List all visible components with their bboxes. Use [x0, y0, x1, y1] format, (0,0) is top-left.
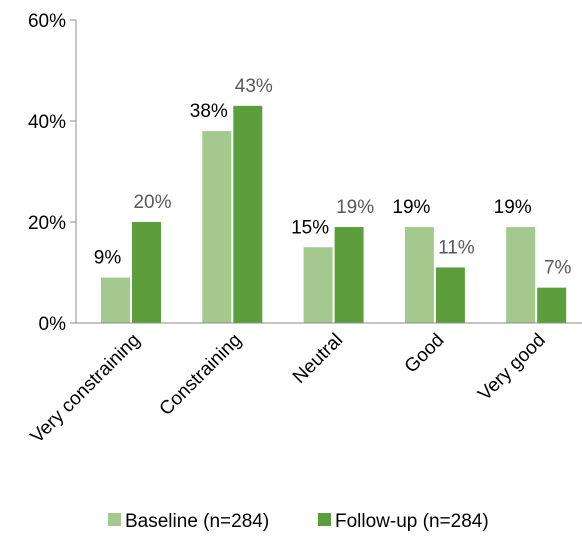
bar — [506, 227, 536, 323]
data-label: 9% — [94, 248, 122, 269]
data-label: 43% — [235, 76, 273, 97]
y-axis: 0% 20% 40% 60% — [28, 11, 77, 335]
bar — [537, 287, 567, 323]
x-category-label: Constraining — [156, 330, 246, 420]
legend-label: Baseline (n=284) — [125, 511, 269, 532]
data-label: 19% — [392, 197, 430, 218]
x-category-label: Very good — [474, 330, 549, 405]
data-label: 7% — [544, 258, 572, 279]
data-label: 15% — [291, 217, 329, 238]
y-tick-label: 20% — [28, 213, 66, 234]
bar — [303, 247, 333, 323]
data-label: 11% — [438, 237, 475, 258]
bar — [202, 131, 232, 323]
legend-swatch — [108, 513, 121, 526]
bar — [404, 227, 434, 323]
data-labels: 9% 38% 15% 19% 19% 20% 43% 19% 11% 7% — [94, 76, 572, 279]
legend: Baseline (n=284) Follow-up (n=284) — [108, 511, 489, 532]
bar — [101, 277, 130, 323]
bar — [435, 267, 465, 323]
x-category-label: Neutral — [289, 330, 347, 388]
x-category-label: Very constraining — [27, 330, 145, 448]
bar — [334, 227, 364, 323]
bar — [233, 105, 263, 323]
data-label: 38% — [190, 101, 228, 122]
data-label: 19% — [494, 197, 532, 218]
bars — [101, 105, 567, 323]
y-tick-label: 0% — [39, 314, 67, 335]
legend-swatch — [318, 513, 331, 526]
data-label: 20% — [133, 192, 171, 213]
bar — [132, 222, 161, 323]
y-tick-label: 40% — [28, 112, 66, 133]
legend-label: Follow-up (n=284) — [335, 511, 489, 532]
y-tick-label: 60% — [28, 11, 66, 32]
x-axis: Very constraining Constraining Neutral Good… — [27, 322, 582, 448]
x-category-label: Good — [401, 330, 449, 378]
data-label: 19% — [336, 197, 374, 218]
